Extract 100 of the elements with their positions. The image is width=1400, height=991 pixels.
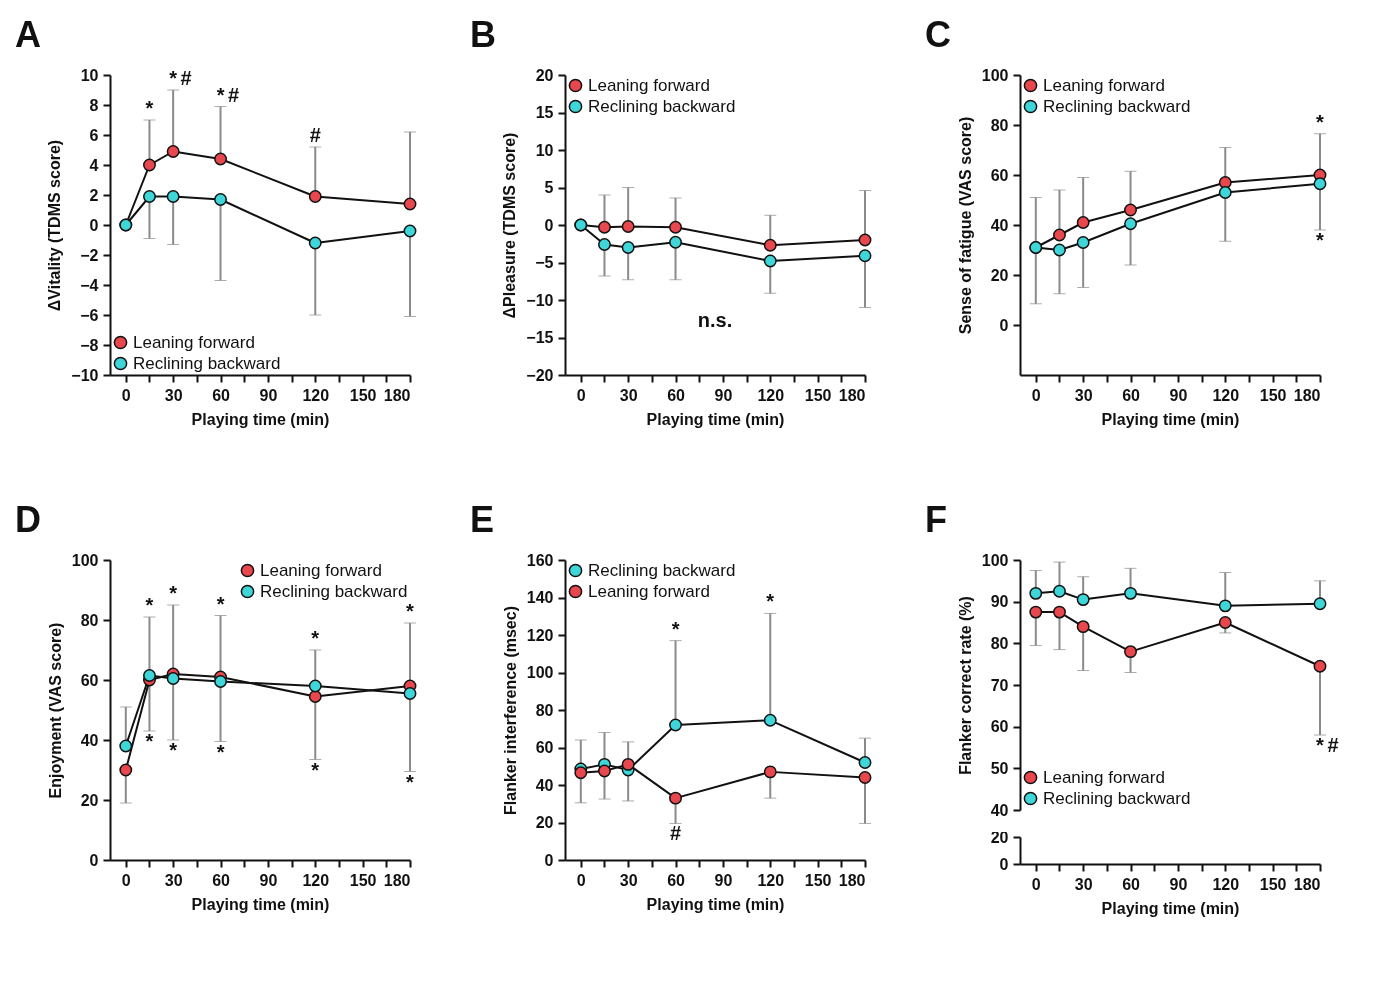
annotation: * [671,617,680,640]
y-tick-label: 80 [80,611,99,629]
x-tick-label: 0 [1031,875,1041,893]
legend-label: Reclining backward [1043,788,1191,808]
legend-label: Leaning forward [1043,75,1165,95]
y-tick-label: 20 [990,266,1009,284]
x-tick-label: 120 [302,871,330,889]
y-tick-label: −4 [80,276,99,294]
y-tick-label: 60 [535,739,554,756]
y-tick-label: 4 [89,156,99,174]
x-tick-label: 90 [1169,386,1188,404]
y-tick-label: −5 [535,254,554,271]
chart-title: B [470,14,496,55]
x-tick-label: 60 [1122,875,1141,893]
annotation: * [145,97,154,119]
y-tick-label: 40 [80,731,99,749]
y-axis-title: Enjoyment (VAS score) [46,622,64,799]
x-tick-label: 150 [349,386,377,404]
x-tick-label: 30 [619,871,638,889]
legend-label: Reclining backward [1043,96,1191,116]
y-tick-label: 0 [89,216,99,234]
x-tick-label: 150 [1259,875,1287,893]
x-axis-title: Playing time (min) [646,895,785,913]
legend-label: Reclining backward [588,96,736,116]
y-tick-label: 100 [71,551,99,569]
annotation: * [145,594,154,616]
legend-label: Reclining backward [260,581,408,601]
annotation: * [1316,110,1325,133]
y-tick-label: 6 [89,126,99,144]
annotation: * [406,770,415,793]
x-tick-label: 120 [757,386,785,404]
x-tick-label: 150 [349,871,377,889]
y-axis-title: Flanker interference (msec) [501,606,519,815]
y-tick-label: 100 [526,664,554,681]
y-tick-label: 0 [999,316,1009,334]
y-axis-title: ΔPleasure (TDMS score) [501,132,519,319]
y-tick-label: 100 [981,66,1009,84]
annotation: # [227,83,240,106]
y-tick-label: 40 [990,216,1009,234]
y-tick-label: −6 [80,306,99,324]
x-tick-label: 0 [121,386,131,404]
x-tick-label: 60 [212,386,231,404]
y-tick-label: 2 [89,186,99,204]
y-tick-label: 0 [544,851,554,869]
x-tick-label: 180 [1293,875,1321,893]
x-tick-label: 120 [1212,386,1240,404]
annotation: * [766,590,775,613]
y-tick-label: 0 [89,851,99,869]
x-tick-label: 180 [1293,386,1321,404]
x-tick-label: 120 [1212,875,1240,893]
annotation: * [216,740,225,763]
chart-title: A [15,14,41,55]
y-tick-label: 15 [535,104,554,121]
x-tick-label: 150 [804,386,832,404]
legend-label: Leaning forward [588,75,710,95]
x-tick-label: 90 [259,871,278,889]
x-tick-label: 150 [1259,386,1287,404]
annotation: * [216,592,225,615]
legend-label: Leaning forward [588,581,710,601]
y-tick-label: 120 [526,626,554,644]
y-tick-label: 0 [544,216,554,234]
y-tick-label: 100 [981,551,1009,569]
y-tick-label: 40 [535,776,554,794]
y-axis-title: Flanker correct rate (%) [956,596,974,775]
annotation: * [169,67,178,89]
y-tick-label: 20 [535,814,554,831]
y-tick-label: 20 [990,828,1009,846]
legend-label: Reclining backward [133,353,281,373]
annotation: # [309,124,321,146]
y-tick-label: 60 [80,671,99,689]
annotation: * [406,600,415,622]
chart-title: C [925,14,951,55]
x-tick-label: 150 [804,871,832,889]
x-tick-label: 120 [302,386,330,404]
y-tick-label: 20 [535,66,554,84]
x-tick-label: 30 [619,386,638,404]
x-axis-title: Playing time (min) [1101,899,1240,917]
x-tick-label: 0 [121,871,131,889]
y-tick-label: 8 [89,96,99,114]
y-tick-label: 80 [990,116,1009,134]
annotation: * [216,83,225,106]
x-tick-label: 30 [164,871,183,889]
annotation: * [145,730,154,752]
x-tick-label: 180 [838,386,866,404]
y-tick-label: −10 [71,366,99,384]
x-tick-label: 90 [714,386,733,404]
x-tick-label: 0 [576,386,586,404]
x-tick-label: 180 [383,386,411,404]
x-tick-label: 90 [259,386,278,404]
chart-title: E [470,499,495,540]
annotation: * [1316,229,1325,251]
x-tick-label: 30 [1074,875,1093,893]
y-tick-label: 70 [990,676,1009,694]
annotation: # [669,822,682,845]
x-tick-label: 120 [757,871,785,889]
x-tick-label: 180 [383,871,411,889]
y-tick-label: −8 [80,336,99,354]
y-tick-label: 80 [535,701,554,719]
legend-label: Leaning forward [133,332,255,352]
chart-title: D [15,499,41,540]
